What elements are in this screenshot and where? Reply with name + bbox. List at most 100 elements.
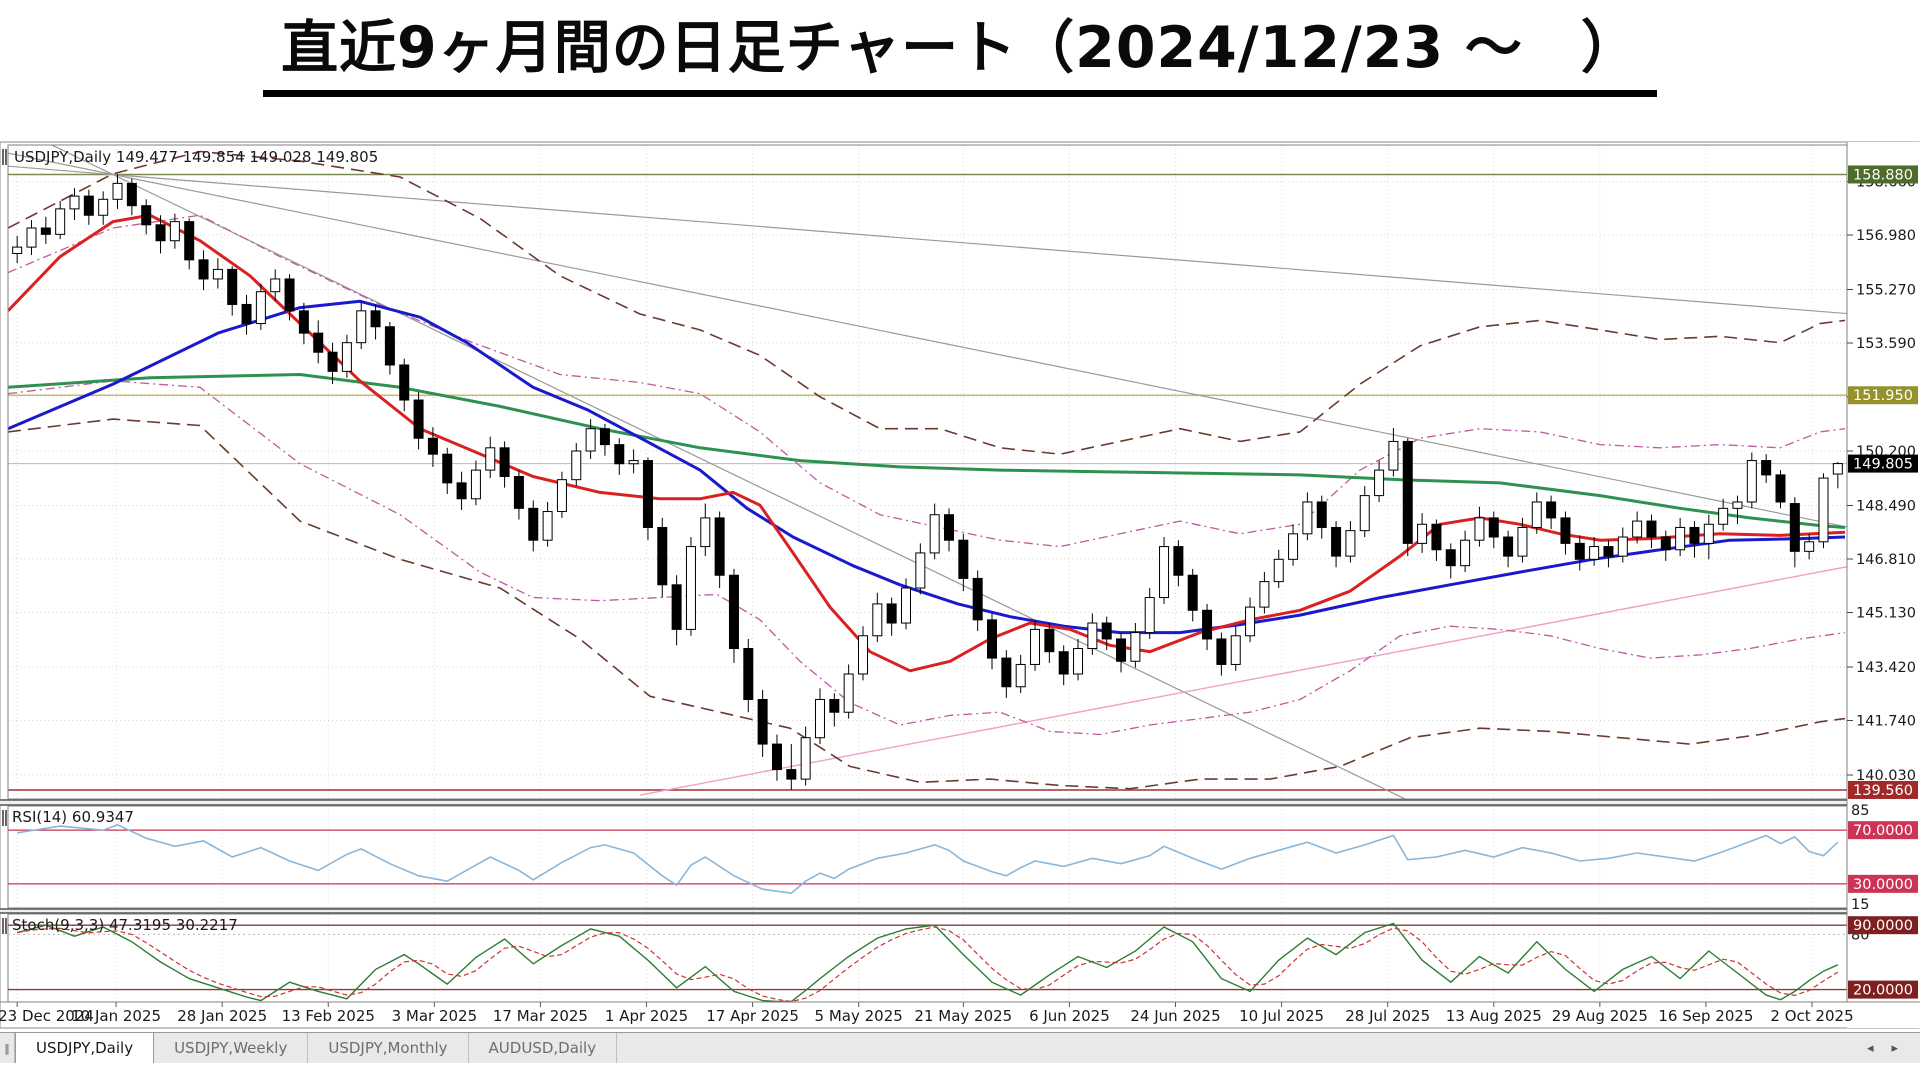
candle-body: [1073, 648, 1084, 675]
candle-body: [1402, 440, 1413, 544]
trendline-layer: [8, 145, 1847, 799]
candle-body: [843, 673, 854, 713]
candle-body: [1818, 477, 1829, 543]
page-title: 直近9ヶ月間の日足チャート（2024/12/23 ～ ）: [0, 2, 1920, 97]
current-price-badge-label: 149.805: [1853, 457, 1913, 473]
candle-body: [1488, 517, 1499, 538]
tab-scroll-right-icon[interactable]: ▸: [1891, 1040, 1898, 1056]
date-tick-label: 3 Mar 2025: [392, 1007, 478, 1025]
stoch-d-line: [17, 926, 1839, 1003]
candle-body: [1675, 526, 1686, 551]
date-tick-label: 5 May 2025: [815, 1007, 903, 1025]
candle-body: [556, 479, 567, 513]
price-tick-label: 148.490: [1856, 498, 1916, 514]
candle-body: [1474, 517, 1485, 541]
bollinger-upper-outer: [8, 150, 1846, 455]
rsi-label: RSI(14) 60.9347: [12, 808, 134, 826]
stoch-label: Stoch(9,3,3) 47.3195 30.2217: [12, 916, 238, 934]
chart-tab-usdjpy-monthly[interactable]: USDJPY,Monthly: [308, 1033, 469, 1063]
candle-body: [270, 278, 281, 293]
candle-body: [628, 460, 639, 465]
candle-body: [1746, 460, 1757, 503]
date-tick-label: 28 Jul 2025: [1345, 1007, 1430, 1025]
stoch-layer: [8, 922, 1847, 1003]
level-151.950-badge: [1848, 386, 1918, 405]
candle-body: [585, 428, 596, 452]
candle-body: [944, 514, 955, 541]
candle-body: [198, 259, 209, 280]
current-price-badge: [1848, 454, 1918, 473]
candle-body: [728, 574, 739, 650]
candle-body: [1116, 638, 1127, 662]
candle-body: [1030, 628, 1041, 665]
candle-body: [1359, 495, 1370, 532]
stoch-level-badge-label: 90.0000: [1853, 918, 1913, 934]
bollinger-lower-outer: [8, 418, 1846, 790]
price-tick-label: 146.810: [1856, 552, 1916, 568]
date-tick-label: 17 Mar 2025: [493, 1007, 588, 1025]
candle-body: [929, 514, 940, 554]
candle-body: [284, 278, 295, 312]
rsi-tick-label: 15: [1851, 897, 1869, 913]
candle-body: [442, 453, 453, 484]
candle-body: [1230, 635, 1241, 665]
date-tick-label: 23 Dec 2024: [0, 1007, 94, 1025]
axis-layer: 158.660156.980155.270153.590151.900150.2…: [0, 142, 1920, 1025]
panel-separator-1: [0, 908, 1847, 914]
candle-body: [1187, 574, 1198, 611]
candle-body: [26, 227, 37, 248]
tab-scroll-left-icon[interactable]: ◂: [1866, 1040, 1874, 1056]
candle-body: [112, 182, 123, 200]
candle-body: [1546, 501, 1557, 519]
chart-tab-usdjpy-daily[interactable]: USDJPY,Daily: [15, 1033, 155, 1063]
candle-body: [786, 769, 797, 780]
candle-body: [1245, 606, 1256, 637]
bollinger-lower-outer-layer: [8, 418, 1846, 790]
date-tick-label: 13 Aug 2025: [1446, 1007, 1542, 1025]
candle-body: [886, 603, 897, 624]
candle-body: [1001, 657, 1012, 688]
candle-body: [1589, 546, 1600, 560]
candle-body: [83, 195, 94, 216]
candle-body: [1789, 503, 1800, 552]
ma-slow-layer: [8, 373, 1846, 529]
support-trendline: [639, 566, 1847, 796]
candle-body: [1517, 526, 1528, 557]
candle-body: [685, 546, 696, 630]
candle-body: [1216, 638, 1227, 665]
candle-body: [413, 399, 424, 439]
candle-body: [571, 450, 582, 481]
date-tick-label: 13 Feb 2025: [282, 1007, 375, 1025]
resistance-trendline-2: [50, 145, 1407, 799]
candle-body: [614, 444, 625, 465]
candle-body: [370, 310, 381, 328]
candle-body: [141, 205, 152, 226]
candle-body: [126, 182, 137, 207]
candle-body: [1173, 546, 1184, 576]
candle-body: [1087, 622, 1098, 650]
date-tick-label: 16 Sep 2025: [1658, 1007, 1753, 1025]
date-tick-label: 24 Jun 2025: [1130, 1007, 1220, 1025]
chart-tab-usdjpy-weekly[interactable]: USDJPY,Weekly: [154, 1033, 309, 1063]
date-tick-label: 1 Apr 2025: [605, 1007, 688, 1025]
candle-body: [1603, 546, 1614, 557]
candle-body: [513, 475, 524, 509]
rsi-level-badge: [1848, 874, 1918, 893]
candle-body: [1445, 549, 1456, 567]
candle-body: [1302, 501, 1313, 535]
candle-body: [384, 326, 395, 366]
chart-tab-audusd-daily[interactable]: AUDUSD,Daily: [469, 1033, 618, 1063]
candle-body: [212, 268, 223, 280]
date-tick-label: 28 Jan 2025: [177, 1007, 267, 1025]
candle-body: [69, 195, 80, 210]
level-151.950-badge-label: 151.950: [1853, 388, 1913, 404]
candle-body: [1646, 520, 1657, 538]
candle-body: [642, 460, 653, 528]
price-axis-panel: [1847, 142, 1920, 1028]
candle-body: [1316, 501, 1327, 528]
ma-mid-layer: [8, 299, 1846, 635]
tab-grip-icon[interactable]: ‖: [0, 1033, 15, 1063]
candle-body: [743, 648, 754, 700]
resistance-trendline-1: [8, 152, 1847, 528]
